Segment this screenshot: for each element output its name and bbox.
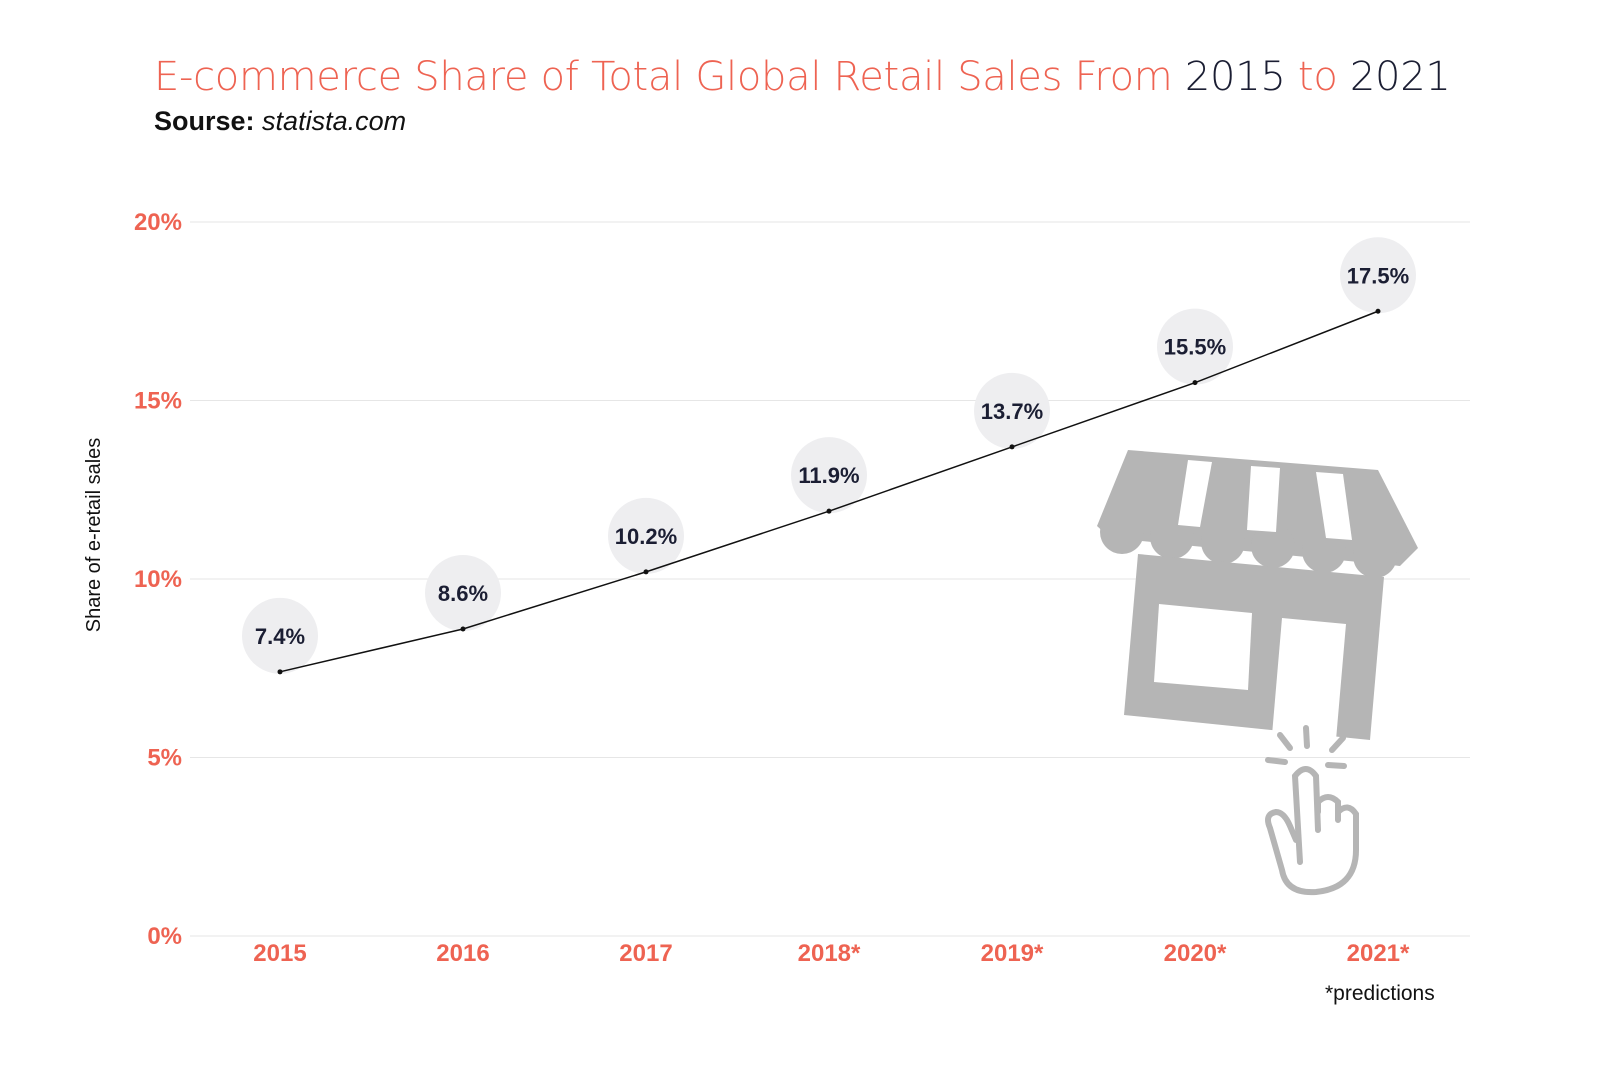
data-labels: 7.4% 8.6% 10.2% 11.9% 13.7% 15.5% 17.5% [255,263,1409,649]
source-value: statista.com [262,106,407,136]
data-label: 17.5% [1347,263,1409,288]
title-part1: E-commerce Share of Total Global Retail … [154,54,1185,100]
data-label-bubbles [242,237,1416,674]
x-tick-label: 2019* [981,940,1044,967]
data-label-bubble [608,497,684,574]
data-point [826,508,832,514]
data-label-bubble [1157,308,1233,385]
y-tick-label: 20% [134,209,182,236]
data-label: 10.2% [615,524,677,549]
y-tick-label: 0% [147,923,182,950]
x-tick-label: 2015 [253,940,306,967]
y-axis-label: Share of e-retail sales [83,438,105,633]
x-tick-label: 2017 [619,940,672,967]
data-point [277,669,283,675]
title-year-end: 2021 [1349,54,1451,100]
data-label-bubble [974,372,1050,449]
y-axis-ticks: 0% 5% 10% 15% 20% [134,209,182,950]
data-point [643,569,649,575]
data-point [460,626,466,632]
x-tick-label: 2021* [1347,940,1410,967]
y-tick-label: 15% [134,388,182,415]
x-tick-label: 2016 [436,940,489,967]
chart-source: Sourse: statista.com [154,106,406,137]
gridlines [190,221,1470,937]
y-tick-label: 5% [147,745,182,772]
storefront-click-icon [1097,450,1418,896]
data-point [1375,308,1381,314]
data-label-bubble [425,554,501,631]
x-tick-label: 2020* [1164,940,1227,967]
data-label: 13.7% [981,399,1043,424]
data-label: 11.9% [798,463,859,488]
source-label: Sourse: [154,106,255,136]
x-tick-label: 2018* [798,940,861,967]
chart-title: E-commerce Share of Total Global Retail … [154,54,1451,100]
data-point [1009,444,1015,450]
data-label: 15.5% [1164,335,1226,360]
x-axis-ticks: 2015 2016 2017 2018* 2019* 2020* 2021* [253,940,1410,967]
data-label-bubble [242,597,318,674]
data-label-bubble [1340,237,1416,314]
title-part2: to [1285,54,1350,100]
predictions-footnote: *predictions [1325,982,1435,1005]
data-label: 7.4% [255,624,305,649]
data-point [1192,380,1198,386]
data-points [277,308,1381,675]
y-tick-label: 10% [134,566,182,593]
data-label-bubble [791,437,867,514]
data-label: 8.6% [438,581,488,606]
title-year-start: 2015 [1184,54,1286,100]
